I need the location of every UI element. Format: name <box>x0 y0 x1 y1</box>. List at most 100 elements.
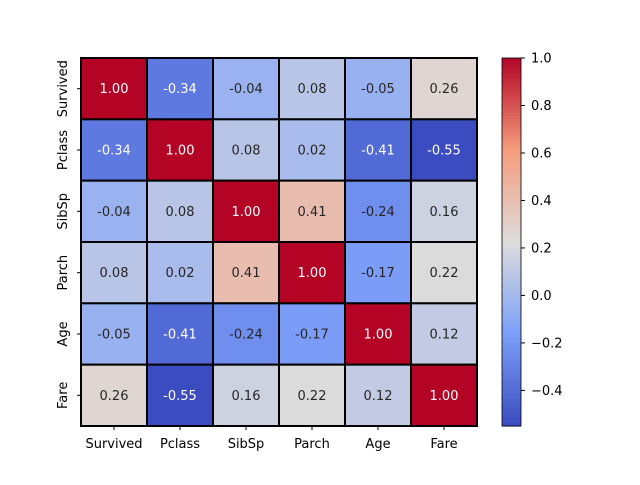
colorbar-segment <box>502 398 521 403</box>
colorbar-segment <box>502 122 521 127</box>
colorbar-segment <box>502 275 521 280</box>
y-tick-label: Survived <box>56 60 71 117</box>
colorbar-segment <box>502 251 521 255</box>
cell-value-label: 0.22 <box>298 389 327 404</box>
colorbar-segment <box>502 373 521 378</box>
colorbar-segment <box>502 294 521 298</box>
colorbar-tick-label: 1.0 <box>531 52 552 67</box>
colorbar-segment <box>502 174 521 179</box>
cell-value-label: 0.26 <box>100 389 129 404</box>
cell-value-label: 0.08 <box>232 144 261 159</box>
x-axis: Survived Pclass SibSp Parch Age Fare <box>85 426 458 452</box>
colorbar-segment <box>502 202 521 206</box>
colorbar-segment <box>502 318 521 323</box>
cell-value-label: 0.02 <box>298 144 327 159</box>
heatmap-cell <box>410 241 478 305</box>
colorbar-segment <box>502 189 521 194</box>
colorbar-tick-label: 0.4 <box>531 194 552 209</box>
colorbar-segment <box>502 226 521 231</box>
colorbar-segment <box>502 245 521 249</box>
colorbar-segment <box>502 110 521 114</box>
colorbar-segment <box>502 205 521 209</box>
colorbar-segment <box>502 361 521 366</box>
colorbar-segment <box>502 238 521 243</box>
colorbar-segment <box>502 208 521 212</box>
colorbar-segment <box>502 297 521 301</box>
cell-value-label: -0.24 <box>361 205 395 220</box>
colorbar-segment <box>502 94 521 99</box>
colorbar-segment <box>502 104 521 108</box>
heatmap-cell <box>212 302 280 366</box>
colorbar-segment <box>502 291 521 295</box>
colorbar-segment <box>502 162 521 166</box>
colorbar-segment <box>502 97 521 102</box>
colorbar-segment <box>502 131 521 136</box>
heatmap-cell <box>410 302 478 366</box>
colorbar-segment <box>502 113 521 117</box>
colorbar-segment <box>502 355 521 360</box>
colorbar-segment <box>502 266 521 271</box>
colorbar-segment <box>502 395 521 399</box>
colorbar-segment <box>502 303 521 307</box>
colorbar-segment <box>502 146 521 151</box>
colorbar-segment <box>502 192 521 197</box>
heatmap-cell <box>146 118 214 182</box>
cell-value-label: 0.22 <box>430 266 459 281</box>
colorbar: 1.0 0.8 0.6 0.4 0.2 0.0 −0.2 −0.4 <box>501 52 563 427</box>
cell-value-label: 1.00 <box>364 328 393 343</box>
cell-value-label: 0.08 <box>100 266 129 281</box>
colorbar-segment <box>502 367 521 372</box>
cell-value-label: 0.12 <box>364 389 393 404</box>
colorbar-segment <box>502 214 521 219</box>
cell-value-label: 0.16 <box>232 389 261 404</box>
colorbar-segment <box>502 392 521 396</box>
heatmap-cell <box>278 241 346 305</box>
heatmap-cell <box>410 118 478 182</box>
heatmap-cell <box>212 241 280 305</box>
cell-value-label: -0.41 <box>163 328 197 343</box>
cell-value-label: 0.26 <box>430 82 459 97</box>
colorbar-segment <box>502 220 521 225</box>
cell-value-label: 1.00 <box>232 205 261 220</box>
heatmap-cell <box>80 363 148 427</box>
colorbar-segment <box>502 352 521 357</box>
heatmap-cell-labels: 1.00 -0.34 -0.04 0.08 -0.05 0.26 -0.34 1.00 0.08… <box>97 82 461 404</box>
y-tick-label: Pclass <box>56 130 71 170</box>
colorbar-segment <box>502 419 521 424</box>
heatmap-cell <box>410 57 478 121</box>
y-tick-label: SibSp <box>56 193 71 230</box>
colorbar-segment <box>502 269 521 274</box>
colorbar-segment <box>502 100 521 105</box>
colorbar-segment <box>502 128 521 133</box>
colorbar-segment <box>502 159 521 163</box>
y-tick-label: Parch <box>56 255 71 291</box>
colorbar-segment <box>502 272 521 277</box>
cell-value-label: -0.04 <box>229 82 263 97</box>
heatmap-cell <box>146 179 214 244</box>
colorbar-segment <box>502 321 521 326</box>
colorbar-segment <box>502 180 521 185</box>
y-tick-label: Age <box>56 321 71 346</box>
colorbar-segment <box>502 143 521 148</box>
y-tick-label: Fare <box>56 382 71 409</box>
colorbar-segment <box>502 404 521 409</box>
colorbar-segment <box>502 386 521 390</box>
colorbar-segment <box>502 88 521 93</box>
colorbar-segment <box>502 125 521 130</box>
heatmap-cell <box>146 241 214 305</box>
colorbar-segment <box>502 91 521 96</box>
colorbar-segment <box>502 171 521 176</box>
colorbar-segment <box>502 416 521 421</box>
colorbar-segment <box>502 107 521 111</box>
colorbar-segment <box>502 85 521 90</box>
colorbar-segment <box>502 358 521 363</box>
cell-value-label: -0.05 <box>361 82 395 97</box>
x-tick-label: Fare <box>430 437 457 452</box>
x-tick-label: Age <box>365 437 390 452</box>
colorbar-segment <box>502 346 521 350</box>
cell-value-label: -0.04 <box>97 205 131 220</box>
cell-value-label: 0.41 <box>298 205 327 220</box>
colorbar-segment <box>502 278 521 283</box>
colorbar-segment <box>502 79 521 84</box>
